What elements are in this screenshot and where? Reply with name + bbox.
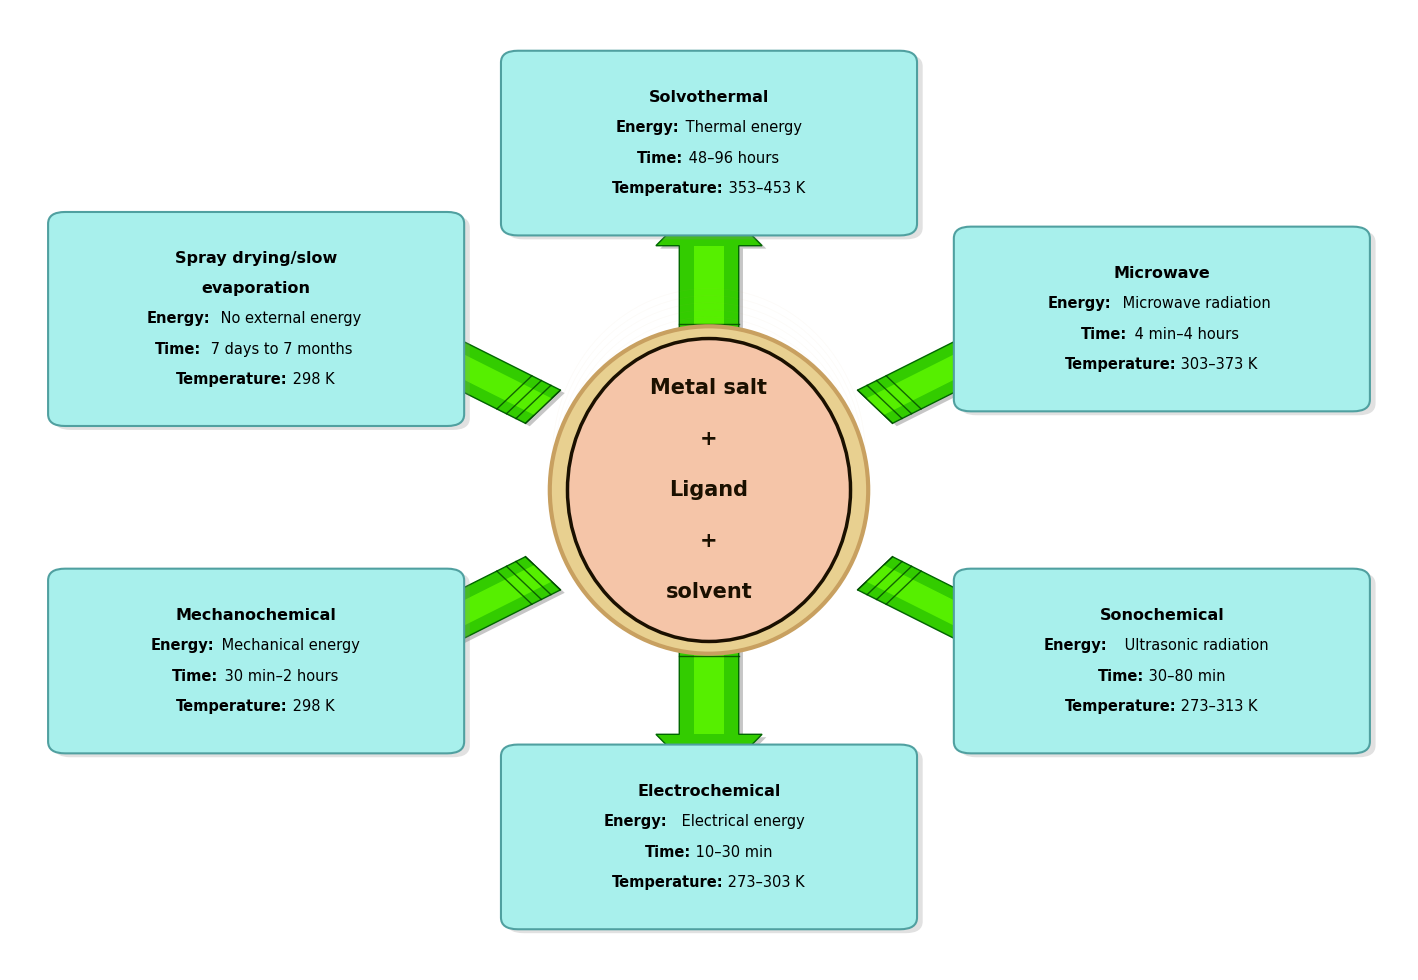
Polygon shape bbox=[695, 632, 723, 734]
Text: 298 K: 298 K bbox=[288, 699, 335, 714]
Text: Time:: Time: bbox=[155, 342, 201, 357]
Text: Sonochemical: Sonochemical bbox=[1099, 608, 1224, 623]
FancyBboxPatch shape bbox=[954, 568, 1370, 754]
Text: +: + bbox=[700, 429, 718, 449]
Text: 273–303 K: 273–303 K bbox=[723, 875, 805, 890]
Polygon shape bbox=[364, 318, 564, 426]
Text: 353–453 K: 353–453 K bbox=[723, 181, 805, 196]
Polygon shape bbox=[866, 338, 1004, 415]
FancyBboxPatch shape bbox=[960, 230, 1375, 416]
Text: Energy:: Energy: bbox=[1044, 638, 1107, 654]
FancyBboxPatch shape bbox=[54, 216, 469, 430]
Text: 298 K: 298 K bbox=[288, 372, 335, 387]
Text: Ultrasonic radiation: Ultrasonic radiation bbox=[1120, 638, 1268, 654]
Ellipse shape bbox=[550, 326, 868, 654]
Text: Time:: Time: bbox=[172, 668, 218, 684]
Polygon shape bbox=[657, 632, 761, 788]
Text: Energy:: Energy: bbox=[603, 814, 666, 829]
Text: Temperature:: Temperature: bbox=[1065, 699, 1177, 714]
Text: Temperature:: Temperature: bbox=[176, 699, 288, 714]
FancyBboxPatch shape bbox=[506, 55, 923, 239]
FancyBboxPatch shape bbox=[954, 226, 1370, 412]
Polygon shape bbox=[360, 557, 560, 665]
Text: Energy:: Energy: bbox=[150, 638, 214, 654]
Text: Time:: Time: bbox=[1098, 668, 1144, 684]
FancyBboxPatch shape bbox=[54, 572, 469, 758]
Text: Solvothermal: Solvothermal bbox=[649, 90, 769, 105]
Text: Mechanical energy: Mechanical energy bbox=[217, 638, 360, 654]
Text: 30 min–2 hours: 30 min–2 hours bbox=[220, 668, 339, 684]
Text: 10–30 min: 10–30 min bbox=[691, 845, 773, 859]
Text: Energy:: Energy: bbox=[1048, 296, 1112, 312]
Text: Electrochemical: Electrochemical bbox=[637, 784, 781, 799]
Text: 30–80 min: 30–80 min bbox=[1144, 668, 1225, 684]
Polygon shape bbox=[414, 565, 552, 642]
Polygon shape bbox=[661, 195, 766, 351]
Polygon shape bbox=[858, 557, 1058, 665]
Text: 7 days to 7 months: 7 days to 7 months bbox=[206, 342, 353, 357]
Text: Metal salt: Metal salt bbox=[651, 378, 767, 398]
Text: Microwave: Microwave bbox=[1113, 266, 1210, 281]
Text: Microwave radiation: Microwave radiation bbox=[1117, 296, 1271, 312]
Polygon shape bbox=[866, 565, 1004, 642]
FancyBboxPatch shape bbox=[48, 212, 464, 426]
Text: Mechanochemical: Mechanochemical bbox=[176, 608, 336, 623]
Polygon shape bbox=[858, 315, 1058, 423]
Ellipse shape bbox=[567, 338, 851, 642]
Polygon shape bbox=[862, 560, 1062, 668]
Text: evaporation: evaporation bbox=[201, 281, 311, 296]
FancyBboxPatch shape bbox=[506, 749, 923, 933]
Text: 48–96 hours: 48–96 hours bbox=[685, 151, 780, 166]
Polygon shape bbox=[657, 192, 761, 348]
FancyBboxPatch shape bbox=[960, 572, 1375, 758]
Text: Thermal energy: Thermal energy bbox=[681, 121, 801, 135]
Text: Ligand: Ligand bbox=[669, 480, 749, 500]
Text: Temperature:: Temperature: bbox=[176, 372, 288, 387]
Text: Time:: Time: bbox=[645, 845, 691, 859]
FancyBboxPatch shape bbox=[48, 568, 464, 754]
Polygon shape bbox=[364, 560, 564, 668]
Text: Time:: Time: bbox=[637, 151, 683, 166]
Polygon shape bbox=[414, 338, 552, 415]
Text: No external energy: No external energy bbox=[216, 312, 362, 326]
FancyBboxPatch shape bbox=[501, 745, 917, 929]
Text: Temperature:: Temperature: bbox=[613, 875, 723, 890]
Text: 273–313 K: 273–313 K bbox=[1177, 699, 1258, 714]
Text: 4 min–4 hours: 4 min–4 hours bbox=[1130, 326, 1239, 342]
Text: Energy:: Energy: bbox=[615, 121, 679, 135]
Text: Energy:: Energy: bbox=[146, 312, 210, 326]
Polygon shape bbox=[695, 246, 723, 348]
Text: +: + bbox=[700, 531, 718, 551]
Text: solvent: solvent bbox=[665, 582, 753, 602]
Text: 303–373 K: 303–373 K bbox=[1177, 357, 1258, 372]
Polygon shape bbox=[862, 318, 1062, 426]
Text: Spray drying/slow: Spray drying/slow bbox=[174, 251, 337, 266]
Polygon shape bbox=[360, 315, 560, 423]
Polygon shape bbox=[661, 635, 766, 791]
Text: Time:: Time: bbox=[1082, 326, 1127, 342]
FancyBboxPatch shape bbox=[501, 51, 917, 235]
Text: Temperature:: Temperature: bbox=[1065, 357, 1177, 372]
Text: Electrical energy: Electrical energy bbox=[678, 814, 805, 829]
Text: Temperature:: Temperature: bbox=[613, 181, 723, 196]
